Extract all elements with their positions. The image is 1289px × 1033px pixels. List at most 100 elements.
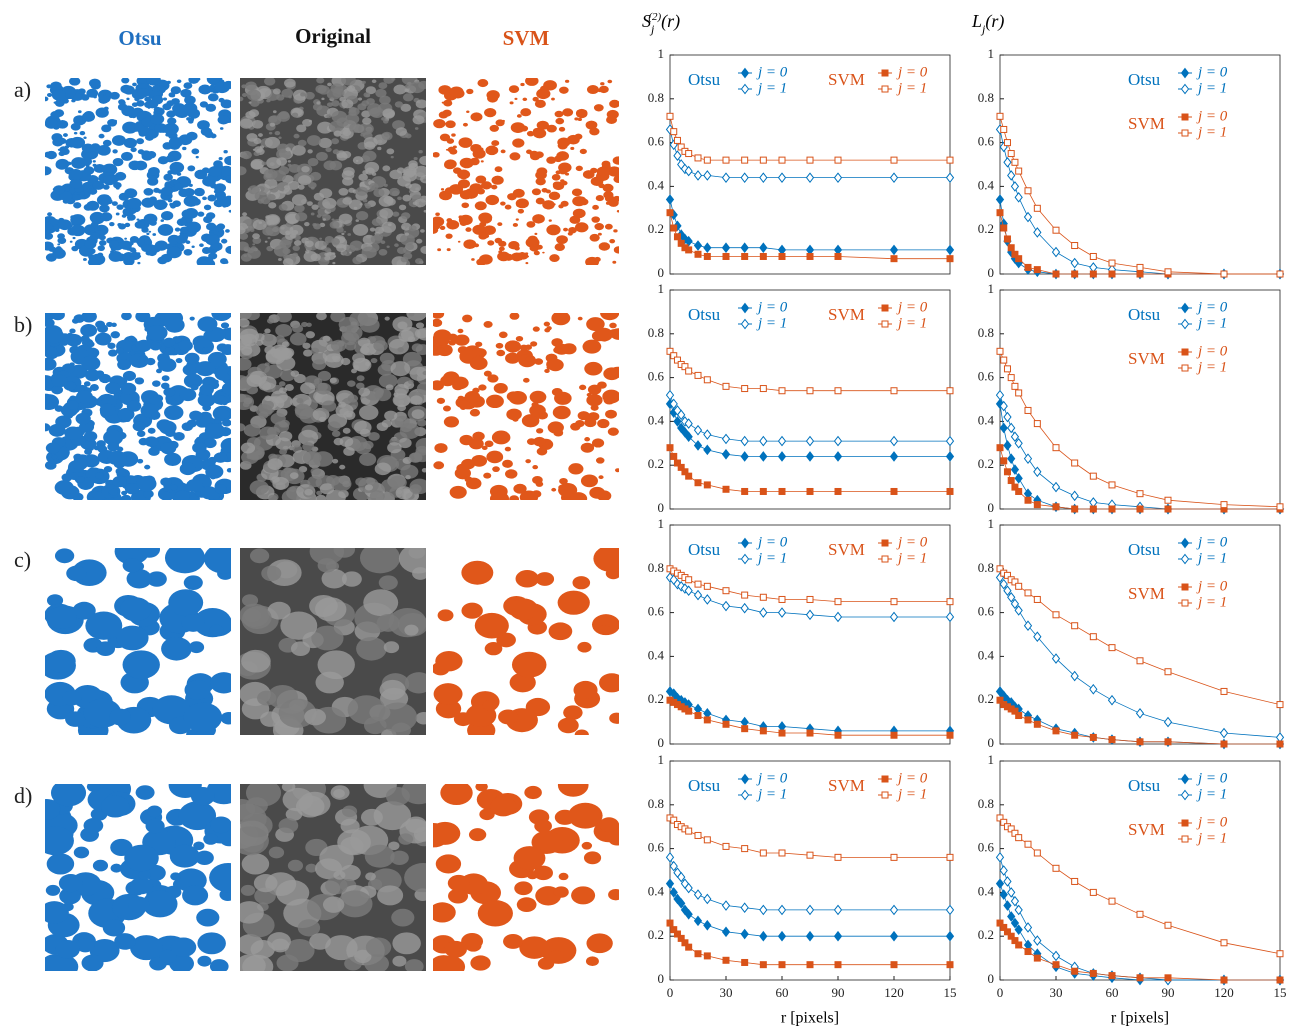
texture-blob (64, 426, 81, 439)
data-point (1053, 612, 1059, 618)
texture-blob (112, 476, 127, 487)
texture-blob (356, 219, 359, 222)
texture-blob (420, 246, 431, 254)
data-point (891, 388, 897, 394)
texture-blob (416, 712, 432, 725)
texture-blob (514, 846, 546, 870)
texture-blob (598, 625, 611, 635)
legend-label: j = 1 (896, 80, 927, 96)
texture-blob (598, 475, 603, 479)
texture-blob (415, 258, 423, 264)
texture-blob (167, 247, 182, 259)
legend-label: j = 1 (896, 315, 927, 331)
texture-blob (390, 851, 409, 865)
texture-blob (375, 463, 391, 476)
texture-blob (167, 118, 176, 125)
x-tick-label: 15 (944, 985, 957, 1000)
texture-blob (203, 833, 218, 844)
texture-blob (445, 120, 455, 128)
texture-blob (318, 85, 330, 94)
texture-blob (565, 80, 569, 83)
data-point (667, 445, 673, 451)
data-point (1277, 271, 1283, 277)
texture-blob (221, 438, 241, 453)
texture-blob (392, 316, 412, 331)
texture-blob (409, 183, 421, 192)
texture-blob (271, 390, 288, 403)
texture-blob (527, 131, 534, 137)
texture-blob (559, 478, 568, 484)
data-point (1277, 977, 1283, 983)
texture-blob (97, 113, 103, 118)
texture-blob (71, 99, 75, 102)
texture-blob (45, 119, 58, 129)
texture-blob (302, 119, 312, 127)
texture-blob (509, 85, 519, 93)
y-tick-label: 0.8 (978, 796, 994, 811)
texture-blob (120, 597, 151, 621)
data-point (723, 721, 729, 727)
texture-blob (354, 207, 358, 210)
texture-blob (266, 99, 270, 102)
texture-blob (158, 224, 173, 236)
texture-blob (55, 480, 74, 495)
texture-blob (393, 85, 406, 95)
texture-blob (516, 570, 539, 588)
texture-blob (123, 371, 136, 381)
texture-blob (137, 430, 145, 437)
texture-blob (196, 361, 216, 376)
texture-blob (137, 88, 149, 97)
page: {"figure": {"columns": ["Otsu", "Origina… (0, 0, 1289, 1033)
data-point (1277, 504, 1283, 510)
legend-label: j = 0 (1196, 534, 1228, 550)
texture-blob (315, 597, 346, 621)
texture-blob (93, 860, 108, 872)
data-point (760, 728, 766, 734)
data-point (1109, 482, 1115, 488)
texture-blob (154, 252, 157, 254)
texture-blob (322, 400, 337, 411)
texture-blob (150, 342, 161, 351)
texture-blob (267, 194, 276, 201)
texture-blob (169, 137, 183, 148)
texture-blob (405, 233, 409, 236)
texture-blob (552, 174, 561, 181)
texture-blob (559, 873, 569, 880)
texture-blob (589, 128, 599, 136)
x-tick-label: 60 (1106, 985, 1119, 1000)
x-tick-label: 60 (776, 985, 789, 1000)
texture-blob (339, 214, 353, 225)
texture-blob (392, 956, 406, 967)
texture-blob (586, 933, 612, 953)
data-point (807, 488, 813, 494)
texture-blob (552, 388, 563, 396)
texture-blob (405, 84, 410, 88)
texture-blob (137, 219, 140, 221)
texture-blob (549, 254, 559, 262)
texture-blob (520, 108, 531, 116)
data-point (686, 828, 692, 834)
texture-blob (136, 340, 152, 352)
texture-blob (442, 102, 445, 104)
texture-blob (214, 312, 220, 316)
data-point (1034, 502, 1040, 508)
texture-blob (379, 680, 405, 700)
texture-blob (394, 243, 399, 247)
data-point (1090, 253, 1096, 259)
texture-blob (500, 201, 506, 205)
legend-group: SVM (1128, 820, 1165, 839)
texture-blob (129, 247, 136, 252)
data-point (1221, 502, 1227, 508)
texture-blob (483, 321, 492, 328)
texture-blob (78, 110, 82, 113)
texture-blob (316, 101, 320, 104)
texture-blob (391, 156, 394, 158)
texture-blob (533, 326, 540, 331)
legend-label: j = 1 (1196, 80, 1227, 96)
y-tick-label: 0.2 (978, 456, 994, 471)
texture-blob (577, 642, 591, 653)
texture-blob (405, 475, 411, 479)
data-point (742, 846, 748, 852)
legend-group: SVM (1128, 114, 1165, 133)
texture-blob (331, 138, 339, 144)
